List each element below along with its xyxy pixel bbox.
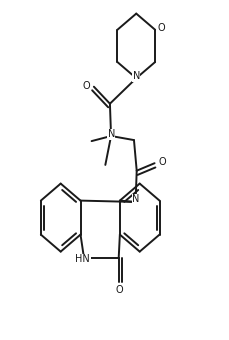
Text: N: N (133, 71, 140, 81)
Text: O: O (158, 157, 166, 167)
Text: O: O (82, 81, 90, 91)
Text: O: O (157, 23, 165, 33)
Text: N: N (108, 129, 115, 139)
Text: N: N (132, 194, 140, 204)
Text: HN: HN (75, 254, 90, 265)
Text: O: O (116, 285, 123, 295)
